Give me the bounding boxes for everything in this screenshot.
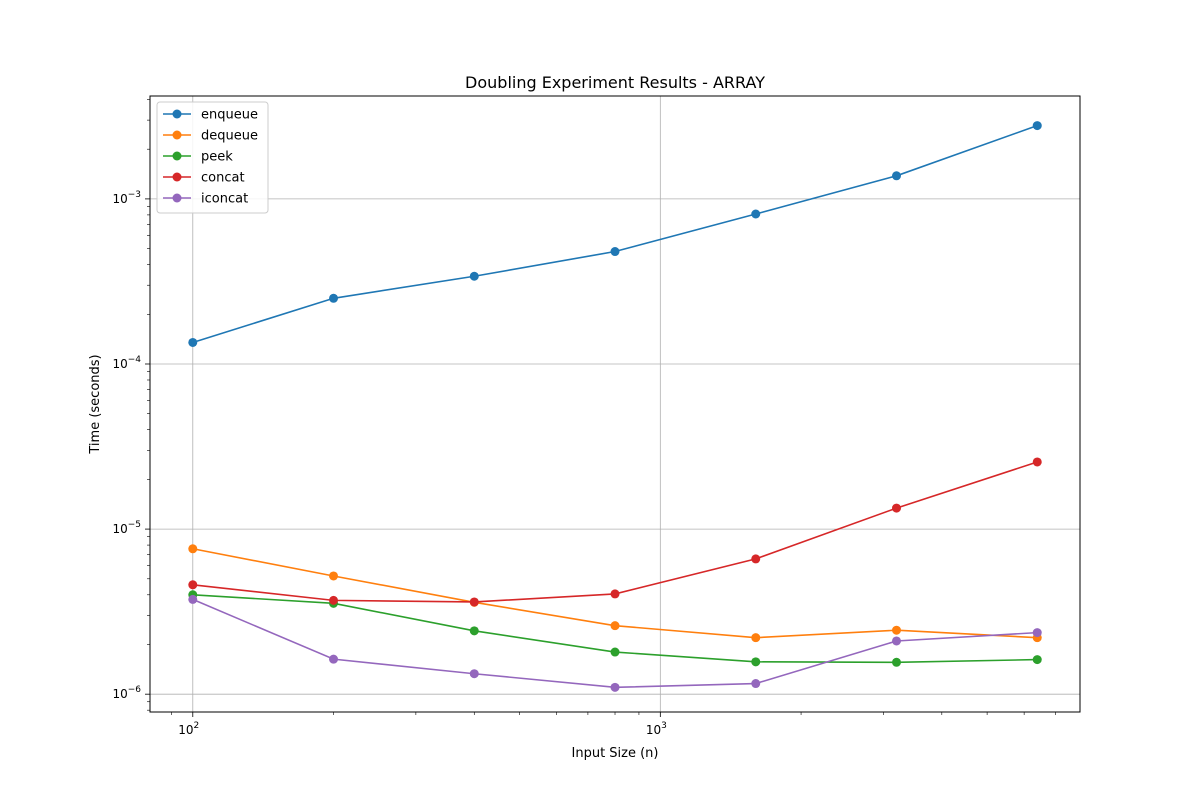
data-point-enqueue <box>1032 121 1042 131</box>
data-point-enqueue <box>892 171 902 181</box>
data-point-concat <box>610 589 620 599</box>
plot-area-frame <box>149 95 1081 713</box>
data-point-iconcat <box>329 654 339 664</box>
legend-label-peek: peek <box>201 150 233 165</box>
data-point-iconcat <box>469 669 479 679</box>
legend-label-dequeue: dequeue <box>201 129 258 144</box>
major-ticks: 102 103 10−6 10−5 10−4 10−3 <box>112 190 666 737</box>
data-point-dequeue <box>892 625 902 635</box>
data-point-iconcat <box>610 682 620 692</box>
data-point-dequeue <box>329 571 339 581</box>
data-point-dequeue <box>610 621 620 631</box>
legend-swatch-marker-enqueue <box>172 109 182 119</box>
data-point-iconcat <box>892 636 902 646</box>
legend-box <box>156 101 269 214</box>
legend-swatch-marker-concat <box>172 172 182 182</box>
data-point-dequeue <box>751 633 761 643</box>
legend-swatch-marker-dequeue <box>172 130 182 140</box>
data-point-concat <box>1032 457 1042 467</box>
x-tick-label: 102 <box>178 721 199 737</box>
y-axis-label: Time (seconds) <box>88 354 103 454</box>
data-point-enqueue <box>469 271 479 281</box>
data-point-iconcat <box>188 594 198 604</box>
data-point-iconcat <box>1032 628 1042 638</box>
data-point-enqueue <box>610 247 620 257</box>
data-point-concat <box>892 503 902 513</box>
legend-swatch-marker-iconcat <box>172 193 182 203</box>
data-point-peek <box>1032 655 1042 665</box>
legend-label-enqueue: enqueue <box>201 108 258 123</box>
data-point-enqueue <box>188 337 198 347</box>
x-tick-label: 103 <box>646 721 667 737</box>
data-point-iconcat <box>751 679 761 689</box>
data-point-peek <box>469 626 479 636</box>
legend-swatch-marker-peek <box>172 151 182 161</box>
data-point-peek <box>610 647 620 657</box>
data-point-dequeue <box>188 544 198 554</box>
series-concat <box>188 457 1042 607</box>
y-tick-label: 10−5 <box>112 520 141 536</box>
y-tick-label: 10−6 <box>112 685 141 701</box>
x-axis-label: Input Size (n) <box>572 746 659 761</box>
data-point-peek <box>751 657 761 667</box>
series-iconcat <box>188 594 1042 692</box>
chart-title: Doubling Experiment Results - ARRAY <box>465 73 765 92</box>
data-point-concat <box>751 554 761 564</box>
series-enqueue <box>188 121 1042 347</box>
series-layer <box>188 121 1042 692</box>
data-point-peek <box>892 657 902 667</box>
legend-label-concat: concat <box>201 171 245 186</box>
y-tick-label: 10−4 <box>112 355 141 371</box>
data-point-concat <box>469 597 479 607</box>
data-point-concat <box>188 580 198 590</box>
y-tick-label: 10−3 <box>112 190 141 206</box>
data-point-enqueue <box>751 209 761 219</box>
legend-label-iconcat: iconcat <box>201 192 248 207</box>
legend: enqueue dequeue peek concat iconcat <box>156 101 269 214</box>
data-point-concat <box>329 595 339 605</box>
data-point-enqueue <box>329 293 339 303</box>
